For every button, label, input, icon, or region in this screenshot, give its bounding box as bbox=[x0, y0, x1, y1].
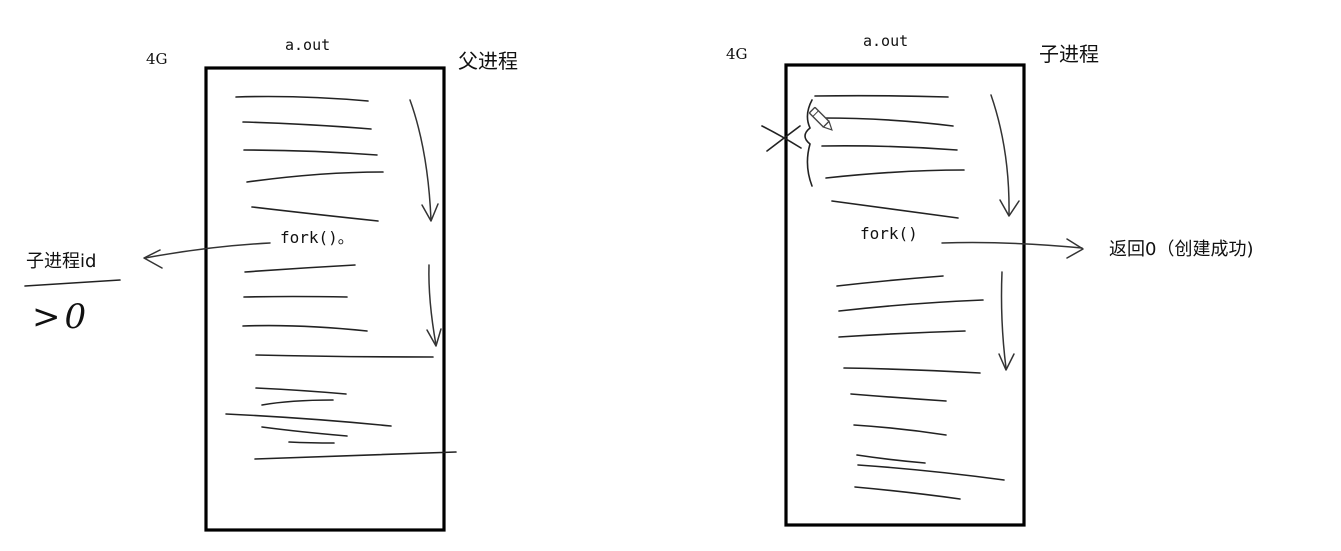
code-line bbox=[251, 206, 379, 222]
parent-code-lines bbox=[225, 95, 457, 460]
parent-process-diagram bbox=[24, 66, 457, 532]
arrowhead bbox=[999, 199, 1020, 217]
execution-flow-arrow bbox=[428, 264, 437, 346]
code-line bbox=[242, 324, 368, 332]
child-process-memory-box bbox=[784, 63, 1026, 527]
code-line bbox=[288, 441, 335, 444]
code-line bbox=[838, 330, 966, 338]
code-line bbox=[255, 387, 347, 395]
code-line bbox=[242, 121, 372, 130]
parent-return-arrow bbox=[143, 242, 271, 269]
child-skipped-code-mark bbox=[761, 99, 813, 187]
arrowhead bbox=[143, 249, 163, 269]
code-line bbox=[235, 95, 369, 102]
code-line bbox=[244, 264, 356, 273]
execution-flow-arrow bbox=[990, 94, 1010, 216]
code-line bbox=[261, 399, 334, 406]
child-process-diagram bbox=[761, 63, 1084, 527]
child-execution-arrows bbox=[990, 94, 1020, 371]
code-line bbox=[246, 171, 384, 183]
arrowhead bbox=[421, 203, 439, 222]
code-line bbox=[243, 149, 378, 156]
code-line bbox=[255, 354, 434, 358]
skipped-code-brace bbox=[804, 99, 813, 187]
parent-process-memory-box bbox=[204, 66, 446, 532]
code-line bbox=[825, 169, 965, 179]
arrowhead bbox=[998, 353, 1015, 371]
code-line bbox=[854, 486, 961, 500]
parent-execution-arrows bbox=[409, 99, 442, 347]
code-line bbox=[843, 367, 981, 374]
code-line bbox=[814, 94, 949, 98]
skipped-code-cross bbox=[761, 125, 802, 149]
child-memory-size-label: 4G bbox=[726, 45, 748, 63]
code-line bbox=[225, 413, 392, 427]
arrowhead bbox=[1066, 238, 1084, 259]
parent-memory-size-label: 4G bbox=[146, 50, 168, 68]
code-line bbox=[836, 275, 944, 287]
code-line bbox=[838, 299, 984, 312]
code-line bbox=[243, 295, 348, 298]
parent-program-label: a.out bbox=[285, 36, 331, 54]
execution-flow-arrow bbox=[1000, 271, 1007, 369]
code-line bbox=[254, 451, 457, 460]
child-program-label: a.out bbox=[863, 32, 909, 50]
code-line bbox=[821, 145, 958, 151]
code-line bbox=[853, 424, 947, 436]
child-return-value-label: 返回0（创建成功) bbox=[1109, 239, 1254, 260]
return-arrow-shaft bbox=[144, 242, 271, 259]
skipped-code-cross bbox=[766, 125, 801, 152]
execution-flow-arrow bbox=[409, 99, 432, 221]
child-code-lines bbox=[814, 94, 1005, 500]
pencil-icon bbox=[808, 106, 833, 131]
parent-return-condition: >0 bbox=[32, 297, 91, 337]
code-line bbox=[856, 454, 926, 464]
parent-process-label: 父进程 bbox=[458, 49, 518, 73]
code-line bbox=[831, 200, 959, 219]
code-line bbox=[821, 117, 954, 127]
arrowhead bbox=[426, 328, 442, 347]
return-label-underline bbox=[24, 279, 121, 287]
child-return-arrow bbox=[941, 238, 1084, 259]
return-arrow-shaft bbox=[941, 241, 1083, 249]
parent-fork-call-label: fork()。 bbox=[280, 228, 354, 247]
child-process-label: 子进程 bbox=[1039, 42, 1099, 66]
code-line bbox=[261, 426, 348, 437]
code-line bbox=[857, 464, 1005, 481]
parent-return-value-label: 子进程id bbox=[26, 251, 97, 272]
child-fork-call-label: fork() bbox=[860, 224, 918, 243]
code-line bbox=[850, 393, 947, 402]
